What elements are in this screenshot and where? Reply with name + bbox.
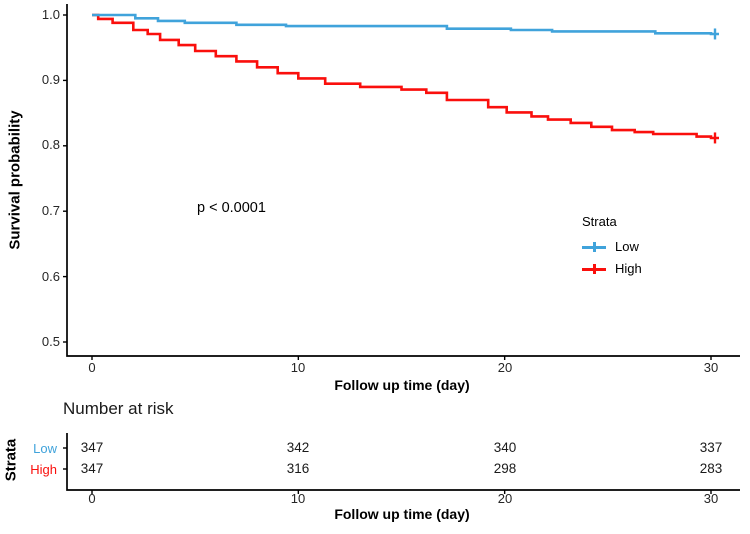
risk-row-label-low: Low [33,441,57,456]
risk-count: 342 [286,440,310,455]
x-axis-title: Follow up time (day) [334,377,470,393]
risk-x-tick-label: 30 [703,491,719,506]
legend-label-high: High [615,261,642,276]
p-value-annotation: p < 0.0001 [197,200,266,216]
x-tick-label: 10 [290,360,306,375]
risk-count: 347 [80,440,104,455]
risk-count: 316 [286,461,310,476]
y-tick-label: 0.5 [41,334,60,349]
censor-tick-icon [592,242,596,252]
risk-table-title: Number at risk [63,399,174,418]
risk-count: 340 [493,440,517,455]
risk-count: 283 [699,461,723,476]
y-tick-label: 0.9 [41,72,60,87]
risk-count: 337 [699,440,723,455]
y-axis-title: Survival probability [6,110,24,250]
y-tick-label: 1.0 [41,7,60,22]
risk-row-label-high: High [30,462,57,477]
legend-label-low: Low [615,239,639,254]
risk-count: 347 [80,461,104,476]
y-tick-label: 0.6 [41,269,60,284]
risk-x-tick-label: 20 [497,491,513,506]
x-tick-label: 30 [703,360,719,375]
x-tick-label: 20 [497,360,513,375]
y-tick-label: 0.7 [41,203,60,218]
risk-count: 298 [493,461,517,476]
legend-entry-high: High [582,258,642,280]
censor-tick-icon [592,264,596,274]
risk-x-tick-label: 0 [88,491,96,506]
y-tick-label: 0.8 [41,137,60,152]
legend-entry-low: Low [582,236,642,258]
legend-key-low [582,241,606,253]
risk-x-tick-label: 10 [290,491,306,506]
legend-key-high [582,263,606,275]
risk-x-axis-title: Follow up time (day) [334,506,470,522]
legend: Strata Low High [582,214,642,280]
x-tick-label: 0 [88,360,96,375]
legend-title: Strata [582,214,617,229]
